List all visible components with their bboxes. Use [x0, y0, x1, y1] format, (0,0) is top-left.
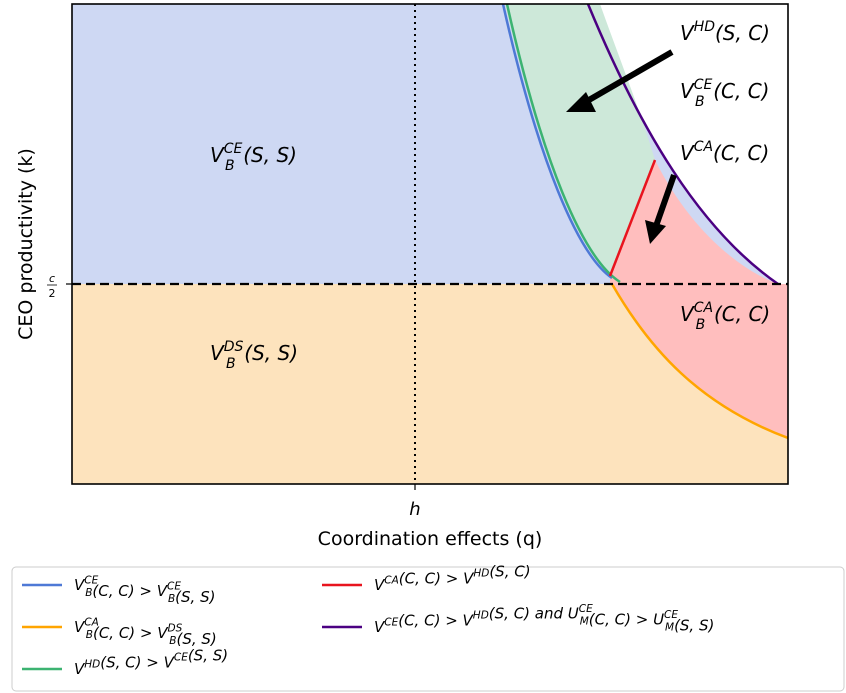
region-ca-cc: [610, 160, 778, 284]
legend-label-1: VCE B(C, C) > VCE B(S, S): [74, 574, 215, 606]
y-tick-label-num: c: [49, 272, 55, 285]
arrow-hd: [580, 49, 674, 107]
plot-frame: [71, 3, 789, 485]
region-label-3: VHD(S, C): [680, 19, 770, 45]
region-label-5: VCA(C, C): [680, 139, 769, 165]
arrow-hd-head: [566, 92, 596, 112]
legend-label-4: VCA(C, C) > VHD(S, C): [374, 563, 531, 595]
arrow-ca-head: [645, 220, 666, 244]
legend-label-2: VCA B(C, C) > VDS B(S, S): [74, 616, 217, 648]
red-line: [608, 159, 657, 277]
green-curve: [505, 4, 621, 284]
x-axis-label: Coordination effects (q): [318, 528, 543, 550]
region-label-1: VCE B (S, S): [210, 141, 297, 174]
region-label-4: VCE B (C, C): [680, 77, 769, 110]
orange-curve: [610, 283, 788, 440]
x-tick-label-h: h: [409, 499, 420, 520]
legend-label-3: VHD(S, C) > VCE(S, S): [74, 647, 228, 679]
legend-frame: [11, 566, 845, 692]
legend: VCE B(C, C) > VCE B(S, S) VCA B(C, C) > VDS B…: [11, 563, 845, 692]
region-label-2: VDS B (S, S): [210, 339, 298, 372]
y-tick-label-den: 2: [49, 287, 56, 300]
legend-label-5: VCE(C, C) > VHD(S, C) and UCE M(C, C) > U…: [374, 603, 714, 636]
region-ca-b-cc: [612, 284, 788, 438]
purple-curve: [586, 4, 779, 286]
region-label-6: VCA B (C, C): [680, 300, 770, 333]
blue-curve: [501, 4, 613, 280]
region-labels: VCE B (S, S) VDS B (S, S) VHD(S, C) VCE B (C, C) V…: [210, 19, 770, 372]
arrow-ca: [653, 174, 677, 227]
y-axis-label: CEO productivity (k): [15, 148, 37, 340]
